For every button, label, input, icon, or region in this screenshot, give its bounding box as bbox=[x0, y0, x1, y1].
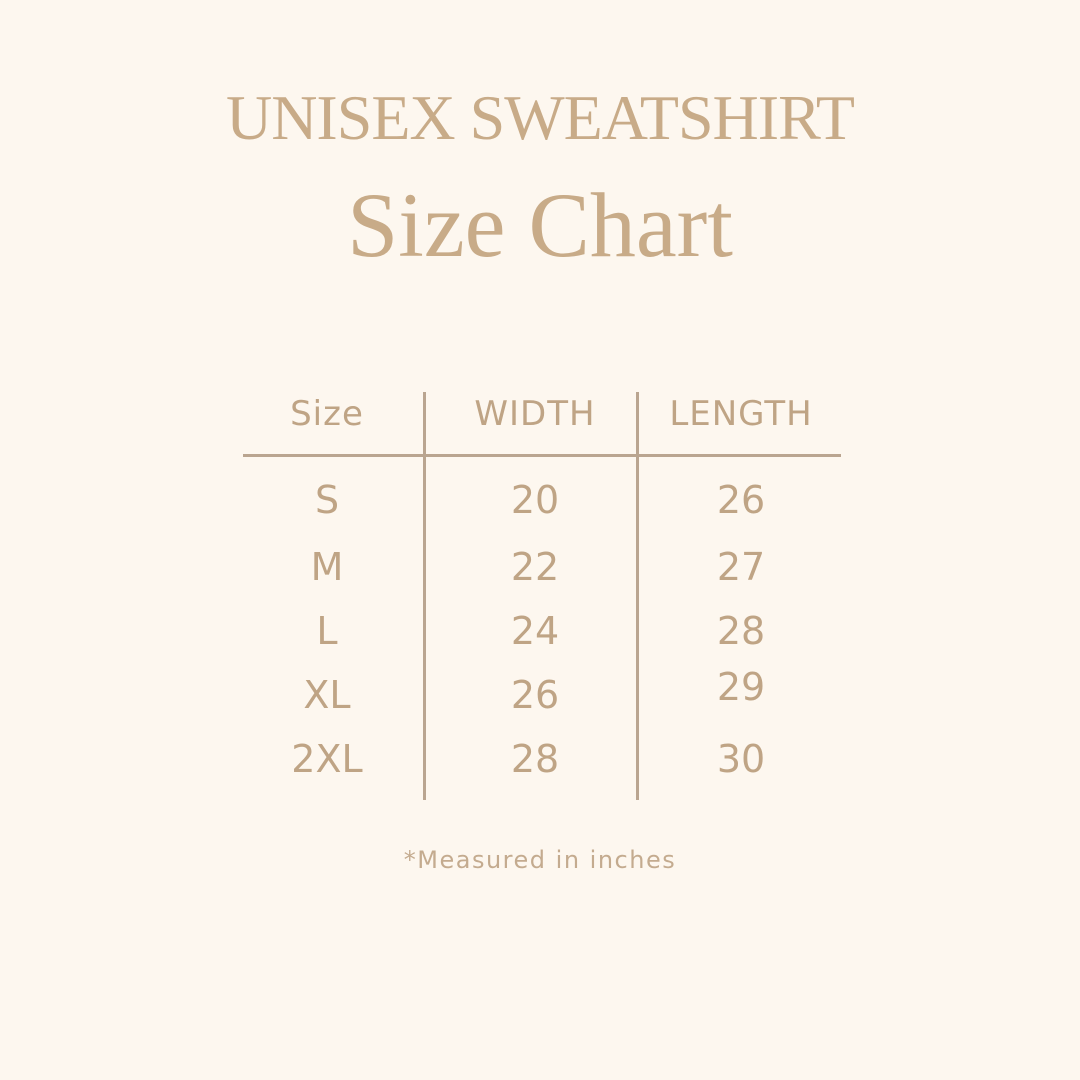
cell-size: S bbox=[314, 478, 340, 522]
cell-size: M bbox=[310, 545, 344, 589]
cell-size: 2XL bbox=[291, 737, 363, 781]
cell-size: XL bbox=[303, 673, 351, 717]
cell-length: 26 bbox=[716, 478, 766, 522]
cell-length: 27 bbox=[716, 545, 766, 589]
cell-width: 28 bbox=[510, 737, 560, 781]
column-divider bbox=[636, 392, 639, 800]
column-divider bbox=[423, 392, 426, 800]
cell-length: 29 bbox=[716, 665, 766, 709]
header-length: LENGTH bbox=[669, 394, 813, 434]
cell-size: L bbox=[316, 609, 338, 653]
cell-width: 26 bbox=[510, 673, 560, 717]
header-size: Size bbox=[290, 394, 364, 434]
footnote: *Measured in inches bbox=[403, 846, 677, 874]
cell-length: 30 bbox=[716, 737, 766, 781]
header-width: WIDTH bbox=[474, 394, 596, 434]
chart-title: Size Chart bbox=[347, 174, 733, 276]
cell-width: 24 bbox=[510, 609, 560, 653]
cell-width: 20 bbox=[510, 478, 560, 522]
cell-length: 28 bbox=[716, 609, 766, 653]
product-title: UNISEX SWEATSHIRT bbox=[225, 82, 855, 153]
header-divider bbox=[243, 454, 841, 457]
cell-width: 22 bbox=[510, 545, 560, 589]
